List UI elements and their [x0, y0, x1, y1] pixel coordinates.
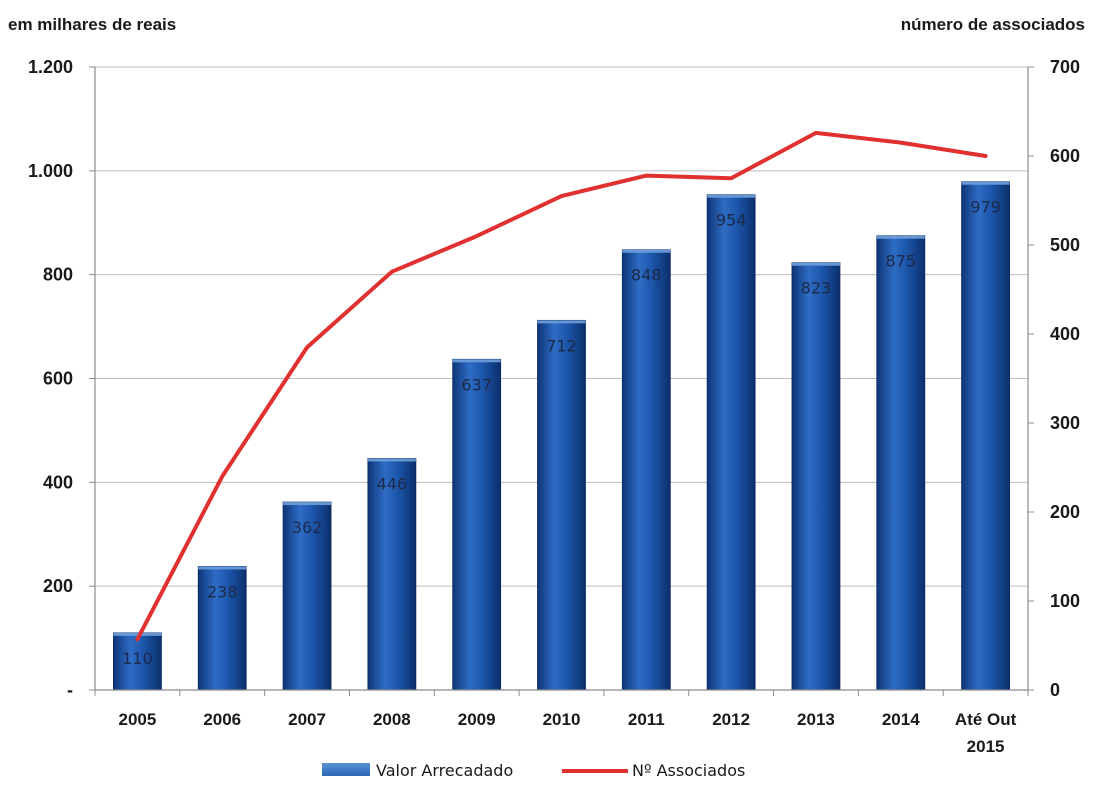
left-tick-label: 600 — [43, 369, 73, 389]
line-series — [135, 130, 988, 642]
data-label: 954 — [716, 211, 747, 230]
right-tick-label: 300 — [1050, 413, 1080, 433]
bar-2013 — [791, 262, 841, 691]
bar-2006 — [197, 566, 247, 691]
right-tick-label: 400 — [1050, 324, 1080, 344]
left-tick-label: 400 — [43, 472, 73, 492]
data-label: 848 — [631, 266, 662, 285]
bar-top-cap — [622, 249, 671, 253]
right-tick-label: 200 — [1050, 502, 1080, 522]
data-label: 446 — [377, 474, 408, 493]
x-tick-label: 2015 — [967, 737, 1005, 756]
bar-top-cap — [452, 359, 501, 363]
legend-label-line: Nº Associados — [632, 761, 745, 780]
right-axis-title: número de associados — [901, 15, 1085, 34]
left-tick-label: 800 — [43, 265, 73, 285]
bar-top-cap — [113, 632, 162, 636]
x-tick-label: 2013 — [797, 710, 835, 729]
bar-top-cap — [791, 262, 840, 266]
left-tick-label: 1.000 — [28, 161, 73, 181]
data-label: 979 — [970, 198, 1001, 217]
bar-top-cap — [876, 235, 925, 239]
left-tick-label: 1.200 — [28, 57, 73, 77]
x-tick-label: 2007 — [288, 710, 326, 729]
bar-2011 — [621, 249, 671, 691]
right-tick-label: 600 — [1050, 146, 1080, 166]
bar-top-cap — [198, 566, 247, 570]
axes: - 200 400 600 800 1.000 1.200 0 100 200 300 400 500 6… — [28, 57, 1080, 756]
left-tick-label: 200 — [43, 576, 73, 596]
x-tick-label: Até Out — [955, 710, 1017, 729]
x-tick-label: 2008 — [373, 710, 411, 729]
data-label: 637 — [461, 375, 492, 394]
data-label: 712 — [546, 336, 577, 355]
data-label: 238 — [207, 582, 238, 601]
data-labels: 110 238 362 446 637 712 848 954 823 875 979 — [122, 198, 1001, 668]
x-tick-label: 2012 — [712, 710, 750, 729]
left-tick-label: - — [67, 680, 73, 700]
x-tick-label: 2005 — [118, 710, 156, 729]
legend-label-bar: Valor Arrecadado — [376, 761, 513, 780]
legend-swatch-bar — [322, 763, 370, 776]
right-tick-label: 100 — [1050, 591, 1080, 611]
data-label: 110 — [122, 649, 153, 668]
data-label: 875 — [885, 252, 916, 271]
x-tick-label: 2011 — [628, 710, 665, 729]
x-tick-label: 2010 — [543, 710, 581, 729]
bar-2009 — [452, 358, 502, 691]
bar-2012 — [706, 194, 756, 691]
bar-top-cap — [961, 181, 1010, 185]
bar-2010 — [537, 319, 586, 691]
right-tick-label: 0 — [1050, 680, 1060, 700]
data-label: 362 — [292, 518, 323, 537]
x-tick-label: 2014 — [882, 710, 920, 729]
bar-2007 — [282, 501, 332, 691]
right-tick-label: 700 — [1050, 57, 1080, 77]
bar-2008 — [367, 458, 417, 691]
data-label: 823 — [801, 279, 832, 298]
right-tick-label: 500 — [1050, 235, 1080, 255]
bar-2014 — [876, 235, 926, 691]
legend: Valor Arrecadado Nº Associados — [322, 761, 745, 780]
bar-top-cap — [537, 320, 586, 324]
x-tick-label: 2006 — [203, 710, 241, 729]
x-tick-label: 2009 — [458, 710, 496, 729]
bar-top-cap — [707, 194, 756, 198]
bar-series — [113, 181, 1010, 691]
bar-top-cap — [283, 502, 332, 506]
bar-até-out-2015 — [961, 181, 1010, 691]
left-axis-title: em milhares de reais — [8, 15, 176, 34]
bar-top-cap — [367, 458, 416, 462]
